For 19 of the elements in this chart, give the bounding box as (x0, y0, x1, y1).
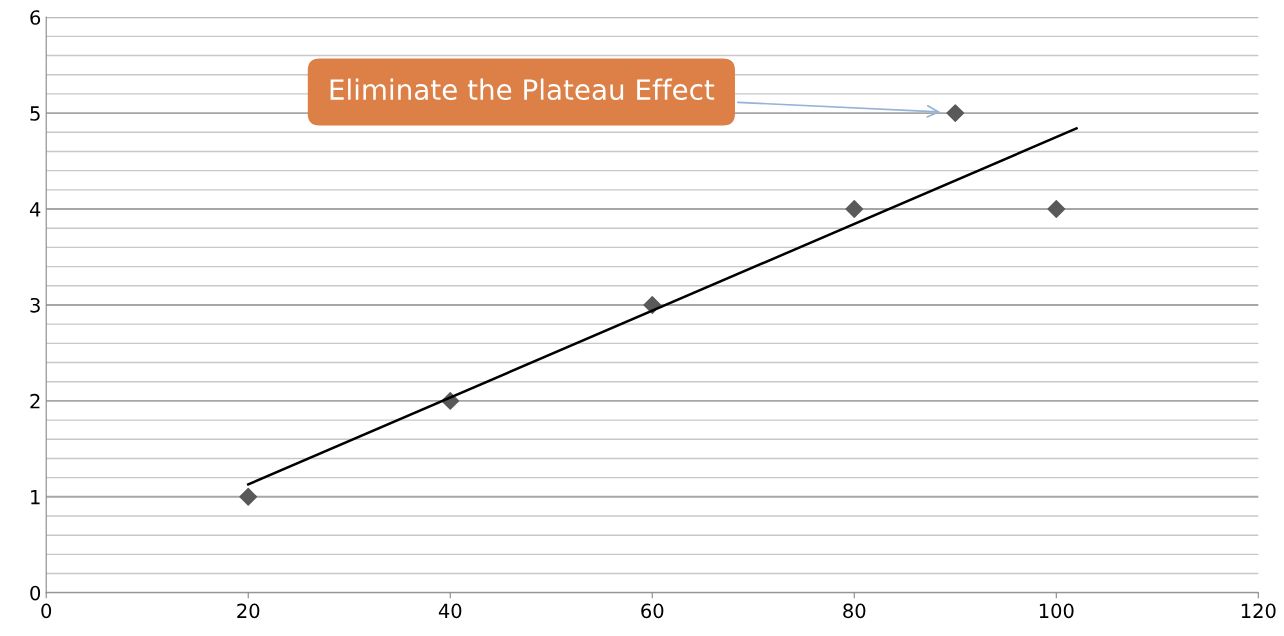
x-tick-label: 40 (438, 603, 462, 619)
y-tick-label: 3 (30, 297, 40, 313)
y-tick-label: 2 (30, 393, 40, 409)
x-tick-label: 20 (237, 603, 260, 619)
x-tick-label: 120 (1241, 603, 1276, 619)
y-tick-label: 1 (31, 490, 40, 505)
x-tick-label: 0 (41, 603, 52, 619)
y-tick-label: 5 (30, 106, 40, 121)
y-tick-label: 0 (30, 585, 41, 601)
y-tick-label: 4 (29, 202, 41, 217)
x-tick-label: 60 (641, 603, 664, 619)
y-tick-label: 6 (30, 10, 41, 25)
x-tick-label: 100 (1039, 603, 1074, 619)
point (946, 104, 965, 123)
annotation: Eliminate the Plateau Effect (330, 78, 715, 101)
point (1047, 200, 1066, 218)
point (845, 200, 864, 218)
point (239, 487, 258, 506)
x-tick-label: 80 (843, 603, 866, 619)
